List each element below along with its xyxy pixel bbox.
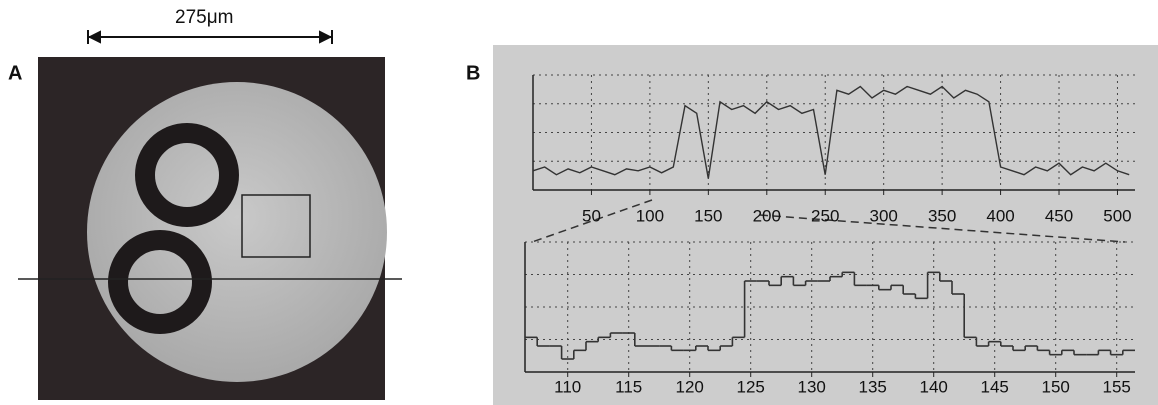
x-tick-label: 200 [753, 206, 781, 225]
x-tick-label: 140 [920, 377, 948, 396]
x-tick-label: 150 [1042, 377, 1070, 396]
x-tick-label: 350 [928, 206, 956, 225]
x-tick-label: 135 [859, 377, 887, 396]
x-tick-label: 155 [1103, 377, 1131, 396]
x-tick-label: 500 [1103, 206, 1131, 225]
x-tick-label: 120 [676, 377, 704, 396]
phantom-image [18, 57, 402, 400]
scale-label: 275μm [175, 7, 233, 28]
x-tick-label: 150 [694, 206, 722, 225]
x-tick-label: 100 [636, 206, 664, 225]
scale-bar [87, 30, 333, 44]
x-tick-label: 145 [981, 377, 1009, 396]
x-tick-label: 50 [582, 206, 601, 225]
panel-label: A [8, 62, 22, 84]
line-chart: 50 100 150 200 250 300 350 400 450 500 [532, 74, 1135, 225]
x-tick-label: 400 [986, 206, 1014, 225]
x-tick-label: 130 [798, 377, 826, 396]
signal-line [532, 85, 1130, 179]
x-tick-label: 125 [737, 377, 765, 396]
x-tick-label: 115 [615, 377, 642, 396]
x-tick-label: 450 [1045, 206, 1073, 225]
x-tick-label: 250 [811, 206, 839, 225]
zoom-connector [531, 199, 1126, 243]
line-chart: 110 115 120 125 130 135 140 145 150 155 [524, 241, 1135, 396]
x-tick-label: 110 [554, 377, 581, 396]
charts: 50 100 150 200 250 300 350 400 450 500 110 115 120 12… [524, 74, 1135, 396]
panel-label: B [466, 62, 480, 84]
x-tick-label: 300 [869, 206, 897, 225]
